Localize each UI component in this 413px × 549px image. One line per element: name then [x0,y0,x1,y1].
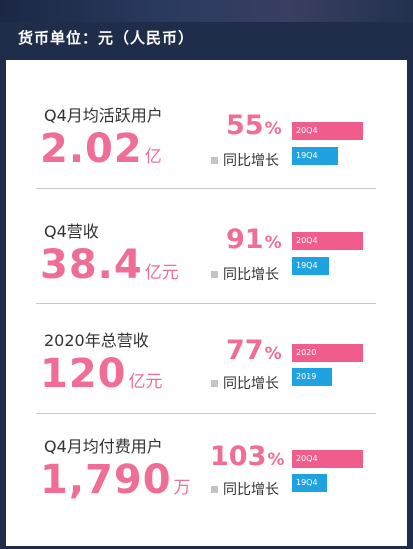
growth-row: 77% [226,335,282,366]
bar-current: 20Q4 [292,232,363,250]
metric-value-row: 1,790 万 [40,457,191,503]
growth-label: 同比增长 [211,150,279,170]
bar-previous-label: 19Q4 [296,151,318,160]
divider [36,413,376,414]
metric-label: Q4月均付费用户 [44,437,163,456]
growth-row: 103% [210,441,284,472]
growth-value: 91 [226,224,264,255]
bar-previous-label: 19Q4 [296,261,318,270]
metric-value: 2.02 [40,126,143,172]
bar-current-label: 20Q4 [296,454,318,463]
metric-value: 38.4 [40,242,143,288]
metric-value: 1,790 [40,457,172,503]
legend-square-icon [211,156,218,164]
bar-current-label: 20Q4 [296,126,318,135]
metric-unit: 亿元 [128,372,163,392]
bar-current: 20Q4 [292,450,363,468]
metric-unit: 亿元 [144,263,179,283]
metric-value-row: 120 亿元 [40,351,163,397]
growth-label: 同比增长 [211,479,279,499]
divider [36,188,376,189]
metric-label: 2020年总营收 [44,331,149,350]
growth-value: 55 [226,110,264,141]
metric-value: 120 [40,351,127,397]
metric-value-row: 2.02 亿 [40,126,162,172]
growth-row: 55% [226,110,282,141]
bar-current: 2020 [292,344,363,362]
growth-row: 91% [226,224,282,255]
growth-label: 同比增长 [211,264,279,284]
bar-previous-label: 19Q4 [296,478,318,487]
bar-previous: 2019 [292,368,332,386]
metric-section: Q4月均付费用户 1,790 万 103% 同比增长 20Q4 19Q4 [6,413,407,531]
legend-square-icon [211,379,218,387]
legend-square-icon [211,485,218,493]
growth-label-text: 同比增长 [223,376,279,392]
growth-value: 103 [210,441,267,472]
bar-current-label: 2020 [296,348,317,357]
metric-unit: 亿 [144,147,162,167]
bar-current: 20Q4 [292,122,363,140]
growth-percent-sign: % [264,233,282,253]
bar-previous: 19Q4 [292,474,327,492]
growth-label-text: 同比增长 [223,482,279,498]
top-decoration [0,0,413,22]
metric-section: Q4月均活跃用户 2.02 亿 55% 同比增长 20Q4 19Q4 [6,60,407,178]
bar-previous: 19Q4 [292,257,329,275]
metric-value-row: 38.4 亿元 [40,242,179,288]
growth-label-text: 同比增长 [223,153,279,169]
metric-label: Q4营收 [44,222,99,241]
metrics-card: Q4月均活跃用户 2.02 亿 55% 同比增长 20Q4 19Q4 Q4营收 3… [6,60,407,546]
metric-label: Q4月均活跃用户 [44,106,163,125]
growth-percent-sign: % [267,450,285,470]
growth-label-text: 同比增长 [223,267,279,283]
divider [36,303,376,304]
metric-section: 2020年总营收 120 亿元 77% 同比增长 2020 2019 [6,303,407,421]
bar-previous: 19Q4 [292,147,338,165]
growth-label: 同比增长 [211,373,279,393]
page-title: 货币单位：元（人民币） [18,29,195,47]
bar-current-label: 20Q4 [296,236,318,245]
legend-square-icon [211,270,218,278]
growth-percent-sign: % [264,344,282,364]
bar-previous-label: 2019 [296,372,317,381]
growth-percent-sign: % [264,119,282,139]
metric-section: Q4营收 38.4 亿元 91% 同比增长 20Q4 19Q4 [6,188,407,306]
growth-value: 77 [226,335,264,366]
metric-unit: 万 [173,478,191,498]
